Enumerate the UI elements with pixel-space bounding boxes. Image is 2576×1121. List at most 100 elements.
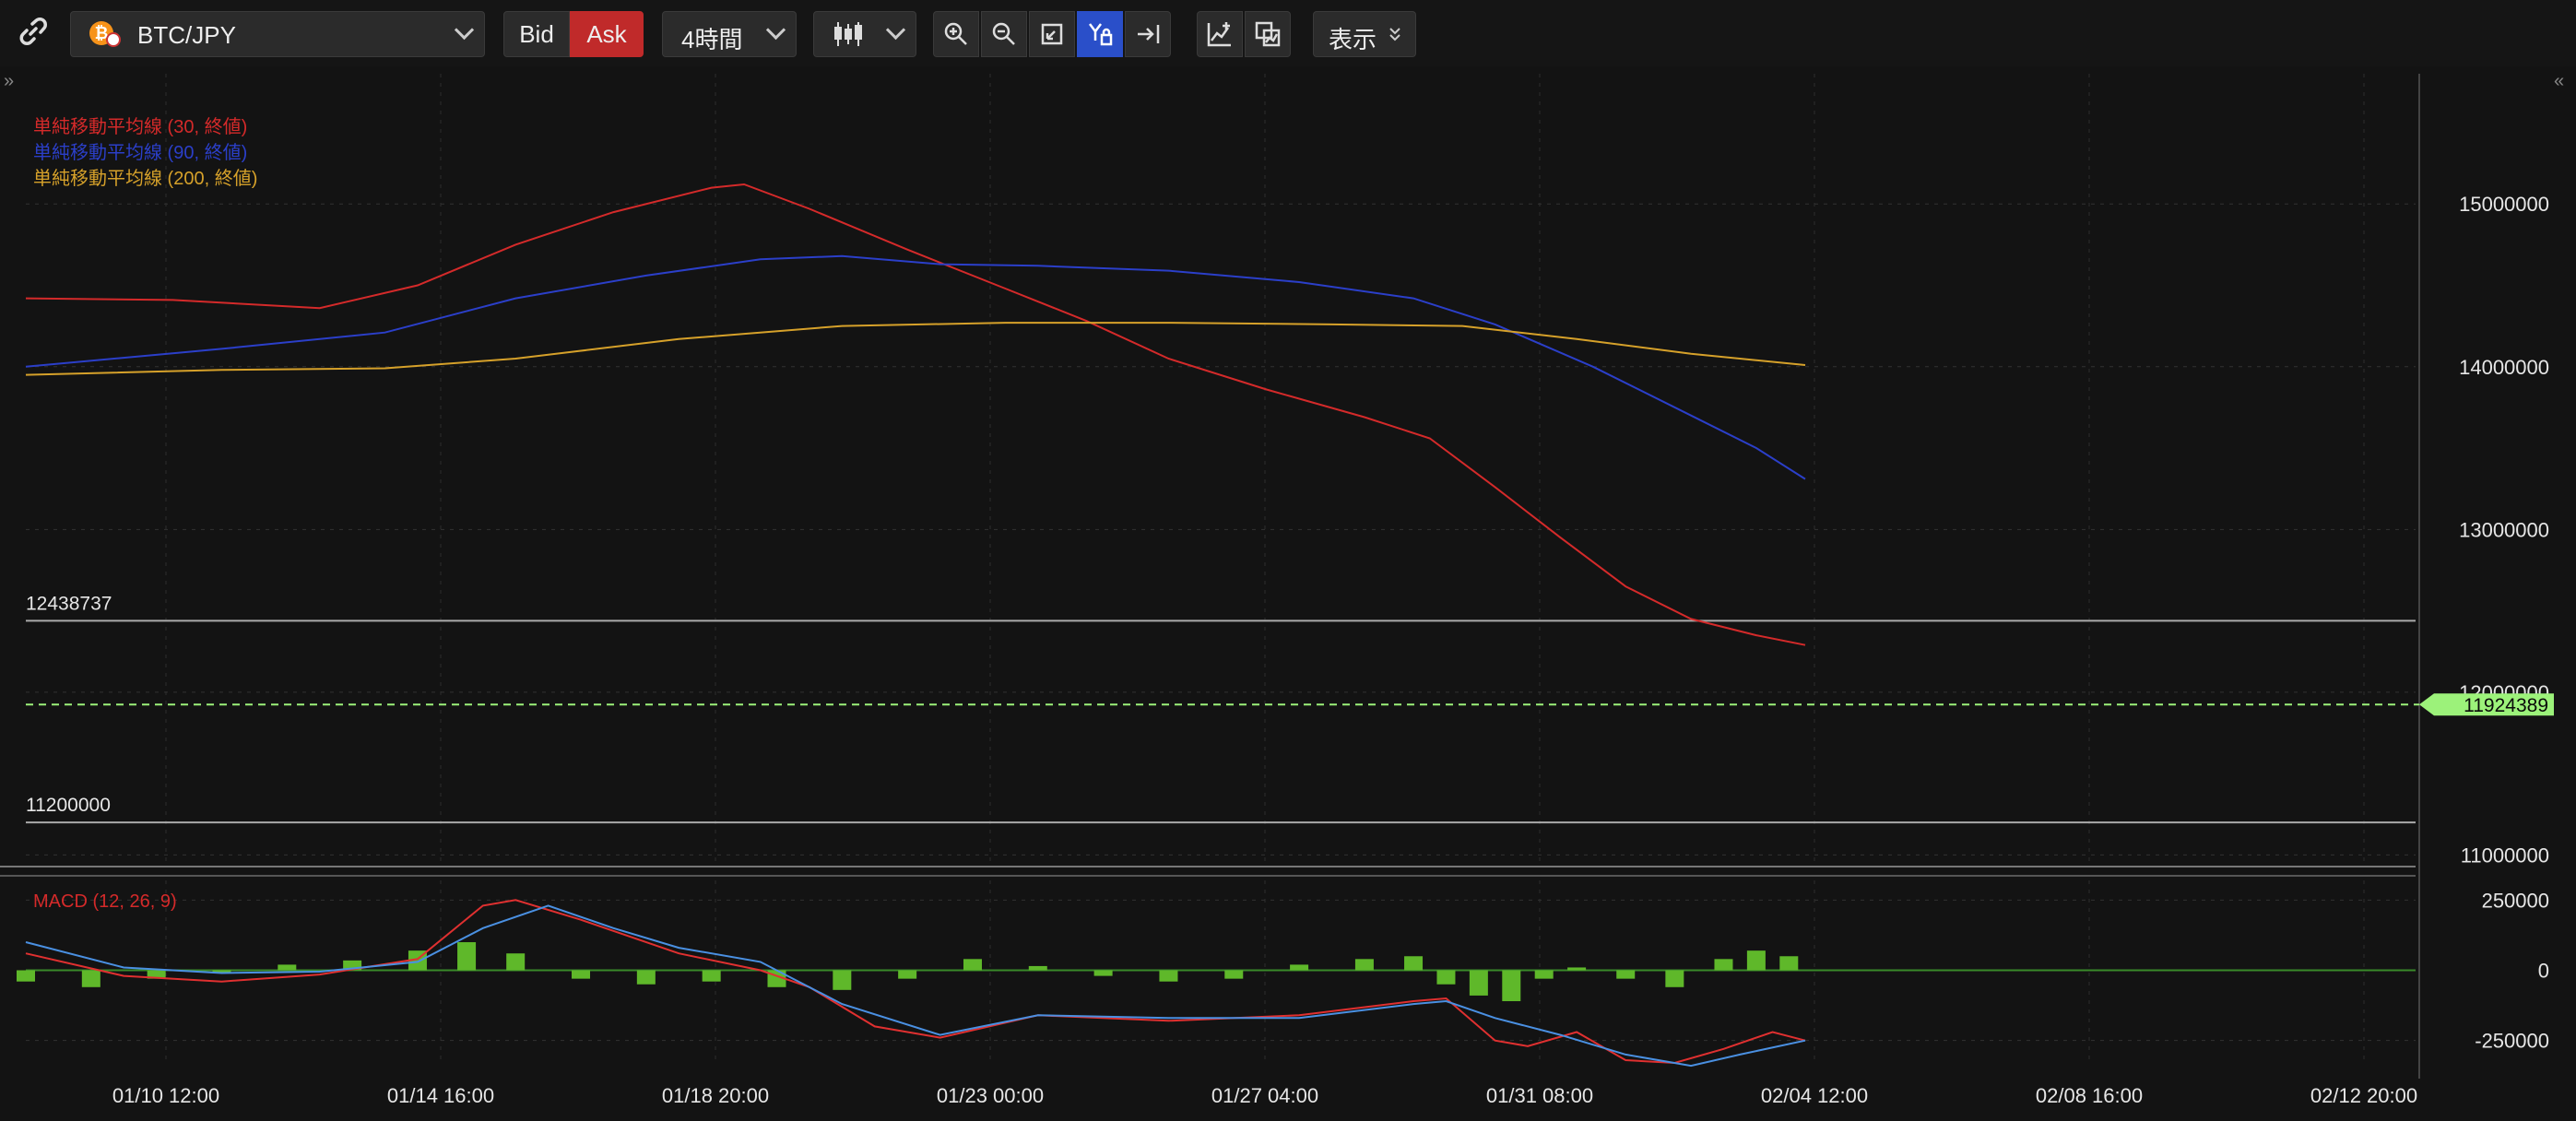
histogram-bar: [1436, 970, 1456, 985]
arrow-right-bar-icon: [1138, 25, 1160, 43]
bid-button[interactable]: Bid: [503, 11, 570, 57]
histogram-bar: [833, 970, 852, 990]
fit-view-button[interactable]: [1029, 11, 1075, 57]
y-tick-label: 15000000: [2459, 193, 2549, 216]
time-axis[interactable]: 01/10 12:00 01/14 16:00 01/18 20:00 01/23 0…: [112, 1084, 2417, 1107]
histogram-bar: [1093, 970, 1113, 976]
histogram-bar: [636, 970, 656, 985]
histogram-bar: [1290, 964, 1309, 971]
histogram-bar: [1354, 959, 1374, 971]
histogram-bar: [147, 970, 166, 979]
x-tick-label: 01/14 16:00: [387, 1084, 494, 1107]
chevron-down-icon: [885, 19, 906, 41]
chevron-down-icon: [765, 19, 786, 41]
histogram-bar: [17, 970, 35, 982]
macd-line: [25, 899, 1806, 1065]
compare-button[interactable]: [1245, 11, 1291, 57]
scroll-to-latest-button[interactable]: [1125, 11, 1171, 57]
histogram-bar: [1469, 970, 1488, 996]
collapse-left-icon[interactable]: »: [4, 71, 14, 91]
x-tick-label: 02/12 20:00: [2310, 1084, 2417, 1107]
histogram-bar: [1665, 970, 1684, 987]
symbol-select[interactable]: ₿ BTC/JPY: [70, 11, 485, 57]
horizontal-lines: 12438737 11200000: [26, 593, 2416, 824]
price-chart[interactable]: 単純移動平均線 (30, 終値) 単純移動平均線 (90, 終値) 単純移動平均線 …: [0, 66, 2576, 1121]
add-indicator-icon: [1207, 22, 1231, 47]
ask-button[interactable]: Ask: [570, 11, 644, 57]
histogram-bar: [1404, 956, 1424, 971]
symbol-label: BTC/JPY: [137, 21, 236, 49]
moving-average-line: [25, 254, 1806, 480]
legend-entry: 単純移動平均線 (200, 終値): [33, 168, 257, 189]
price-panel: 単純移動平均線 (30, 終値) 単純移動平均線 (90, 終値) 単純移動平均線 …: [0, 66, 2576, 1079]
compare-icon: [1255, 21, 1281, 47]
histogram-bar: [1779, 956, 1799, 971]
indicator-legend: 単純移動平均線 (30, 終値) 単純移動平均線 (90, 終値) 単純移動平均線 …: [33, 116, 257, 189]
histogram-bar: [343, 960, 362, 971]
timeframe-select[interactable]: 4時間: [662, 11, 797, 57]
auto-scale-icon: [1089, 23, 1113, 46]
y-tick-label: -250000: [2475, 1030, 2549, 1053]
macd-axis[interactable]: 250000 0 -250000: [2475, 889, 2549, 1052]
histogram-bar: [1224, 970, 1244, 979]
legend-entry: 単純移動平均線 (30, 終値): [33, 116, 247, 137]
x-tick-label: 02/04 12:00: [1761, 1084, 1868, 1107]
x-tick-label: 01/23 00:00: [937, 1084, 1044, 1107]
double-chevron-down-icon: [1389, 28, 1400, 41]
macd-title: MACD (12, 26, 9): [33, 891, 177, 912]
y-tick-label: 11000000: [2461, 844, 2549, 867]
histogram-bar: [898, 970, 917, 979]
zoom-in-icon: [944, 22, 967, 45]
x-tick-label: 01/10 12:00: [112, 1084, 219, 1107]
histogram-bar: [963, 959, 982, 971]
x-tick-label: 01/18 20:00: [662, 1084, 769, 1107]
horizontal-line-label: 11200000: [26, 795, 111, 816]
bid-label: Bid: [519, 19, 554, 48]
last-price-label: 11924389: [2464, 695, 2548, 716]
zoom-in-button[interactable]: [933, 11, 979, 57]
x-tick-label: 01/27 04:00: [1211, 1084, 1318, 1107]
y-tick-label: 250000: [2482, 889, 2549, 912]
last-price-marker: 11924389: [26, 693, 2554, 716]
add-indicator-button[interactable]: [1197, 11, 1243, 57]
candlestick-icon: [834, 22, 862, 46]
x-tick-label: 01/31 08:00: [1486, 1084, 1593, 1107]
display-label: 表示: [1329, 26, 1377, 53]
macd-grid: [26, 880, 2416, 1060]
price-grid: [26, 74, 2416, 865]
price-panel-bg: [0, 66, 2576, 868]
y-tick-label: 14000000: [2459, 356, 2549, 379]
ask-label: Ask: [586, 19, 627, 48]
macd-panel: MACD (12, 26, 9) 250000 0 -250000: [0, 866, 2549, 1068]
macd-line: [25, 904, 1806, 1068]
timeframe-label: 4時間: [681, 26, 743, 53]
histogram-bar: [1567, 967, 1587, 971]
collapse-right-icon[interactable]: «: [2554, 71, 2564, 91]
x-tick-label: 02/08 16:00: [2036, 1084, 2143, 1107]
chevron-down-icon: [454, 19, 475, 41]
macd-histogram: [17, 942, 1799, 1002]
auto-scale-button[interactable]: [1077, 11, 1123, 57]
macd-lines: [25, 899, 1806, 1068]
histogram-bar: [1714, 959, 1733, 971]
histogram-bar: [702, 970, 721, 982]
histogram-bar: [1534, 970, 1554, 979]
histogram-bar: [1159, 970, 1178, 982]
display-menu-button[interactable]: 表示: [1313, 11, 1416, 57]
moving-average-line: [25, 183, 1806, 646]
chart-type-select[interactable]: [813, 11, 916, 57]
y-tick-label: 0: [2538, 960, 2549, 983]
moving-average-line: [25, 322, 1806, 376]
histogram-bar: [457, 942, 477, 971]
histogram-bar: [572, 970, 591, 979]
histogram-bar: [506, 953, 526, 971]
toolbar: ₿ BTC/JPY Bid Ask 4時間: [0, 0, 2576, 66]
histogram-bar: [1502, 970, 1521, 1002]
link-icon[interactable]: [15, 13, 52, 50]
zoom-out-button[interactable]: [981, 11, 1027, 57]
zoom-out-icon: [992, 22, 1015, 45]
histogram-bar: [1028, 965, 1047, 971]
moving-average-lines: [25, 183, 1806, 646]
histogram-bar: [1616, 970, 1636, 979]
